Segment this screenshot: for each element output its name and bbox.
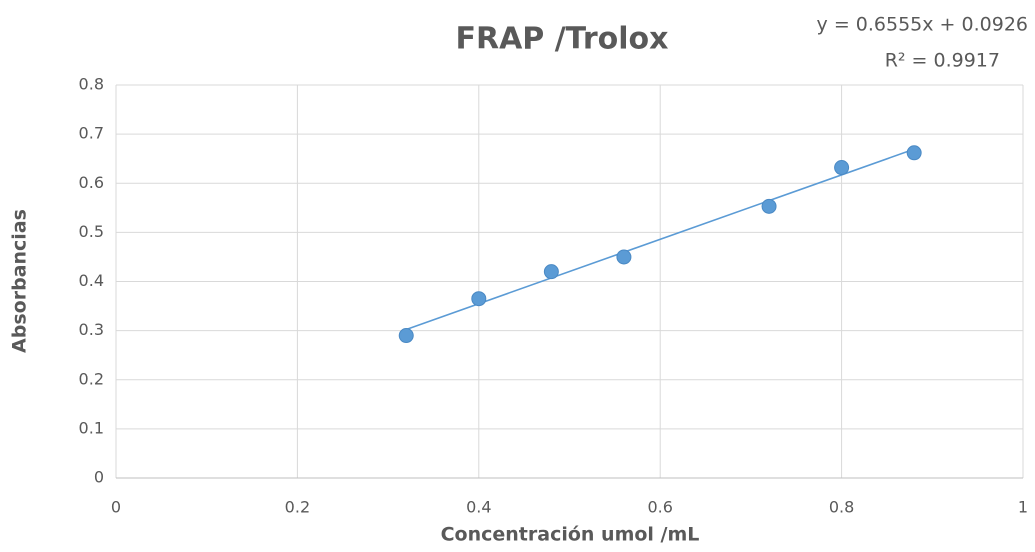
y-tick-label: 0.8 xyxy=(79,75,104,94)
x-tick-label: 0 xyxy=(111,498,121,517)
y-tick-label: 0.7 xyxy=(79,124,104,143)
y-tick-label: 0.2 xyxy=(79,369,104,388)
y-axis-label: Absorbancias xyxy=(9,209,31,353)
x-tick-label: 0.6 xyxy=(647,498,672,517)
chart-title: FRAP /Trolox xyxy=(455,22,668,57)
x-axis-label: Concentración umol /mL xyxy=(441,524,700,546)
y-tick-label: 0.4 xyxy=(79,271,104,290)
trend-r-squared: R² = 0.9917 xyxy=(885,50,1000,72)
trend-equation: y = 0.6555x + 0.0926 xyxy=(817,14,1028,36)
x-tick-label: 1 xyxy=(1018,498,1028,517)
y-tick-label: 0.3 xyxy=(79,320,104,339)
data-point xyxy=(398,328,414,344)
trendline xyxy=(405,148,915,331)
y-tick-label: 0.6 xyxy=(79,173,104,192)
data-point xyxy=(834,160,850,176)
data-point xyxy=(761,198,777,214)
x-tick-label: 0.8 xyxy=(829,498,854,517)
data-point xyxy=(471,291,487,307)
y-tick-label: 0 xyxy=(94,468,104,487)
x-tick-label: 0.4 xyxy=(466,498,491,517)
data-point xyxy=(616,249,632,265)
x-tick-label: 0.2 xyxy=(285,498,310,517)
y-tick-label: 0.5 xyxy=(79,222,104,241)
y-tick-label: 0.1 xyxy=(79,418,104,437)
data-point xyxy=(906,145,922,161)
data-point xyxy=(543,264,559,280)
